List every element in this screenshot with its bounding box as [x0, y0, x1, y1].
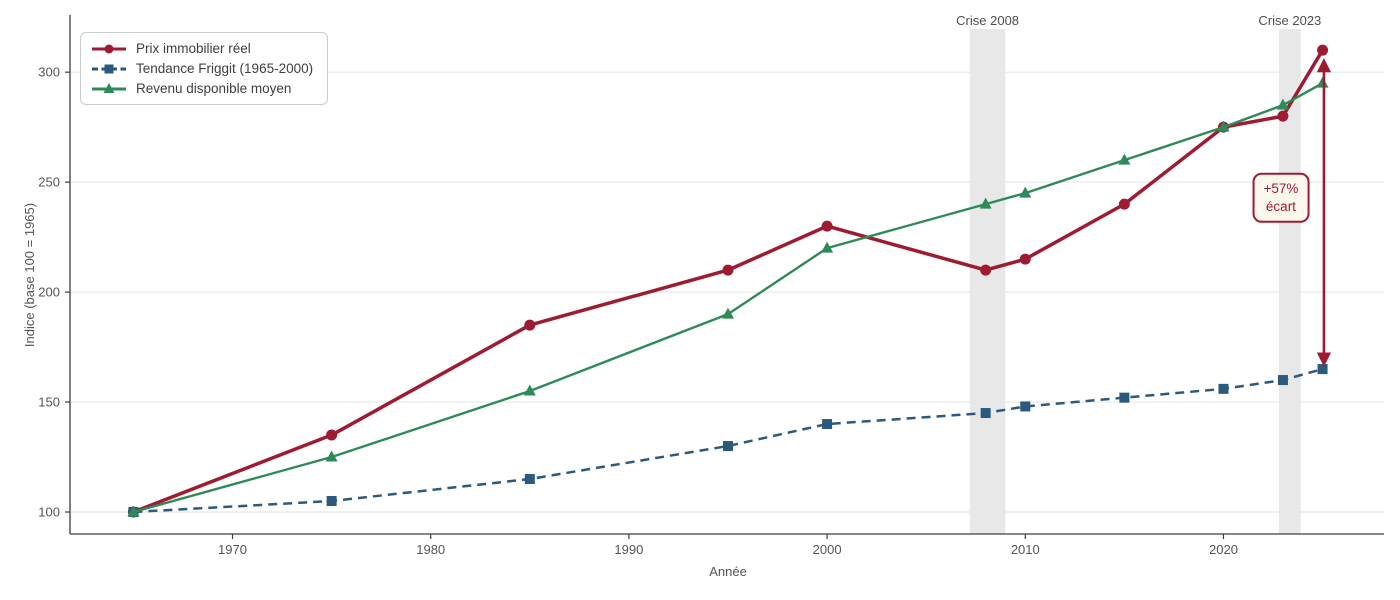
legend-label: Prix immobilier réel — [136, 41, 251, 56]
data-point-triangle — [1118, 153, 1131, 165]
data-point-triangle — [1019, 186, 1032, 198]
x-tick-label: 1970 — [218, 542, 247, 557]
crisis-2008-band-label: Crise 2008 — [956, 13, 1020, 28]
x-tick-label: 2020 — [1209, 542, 1238, 557]
legend-label: Revenu disponible moyen — [136, 81, 292, 96]
data-point-triangle — [1316, 76, 1329, 88]
data-point-triangle — [979, 197, 992, 209]
data-point-circle — [980, 264, 992, 276]
data-point-square — [1020, 401, 1031, 412]
x-axis-title: Année — [709, 564, 747, 579]
data-point-square — [722, 441, 733, 452]
legend-label: Tendance Friggit (1965-2000) — [136, 61, 314, 76]
dashed-line-square-marker-icon — [92, 64, 126, 73]
x-tick-label: 1990 — [614, 542, 643, 557]
data-point-triangle — [325, 450, 338, 462]
y-tick-label: 200 — [38, 285, 60, 300]
data-point-circle — [1277, 110, 1289, 122]
data-point-triangle — [1217, 120, 1230, 132]
series-0 — [127, 44, 1329, 518]
crisis-2023-band-label: Crise 2023 — [1258, 13, 1322, 28]
data-point-circle — [104, 44, 114, 53]
data-point-square — [104, 64, 114, 73]
data-point-circle — [1118, 198, 1130, 210]
data-point-square — [524, 474, 535, 485]
x-tick-label: 2000 — [813, 542, 842, 557]
line-triangle-marker-icon — [92, 82, 126, 93]
y-axis-title: Indice (base 100 = 1965) — [22, 202, 37, 348]
data-point-circle — [524, 319, 536, 331]
data-point-triangle — [1276, 98, 1289, 110]
data-point-triangle — [523, 384, 536, 396]
crisis-band — [969, 29, 1006, 534]
crisis-band — [1278, 29, 1301, 534]
y-tick-label: 150 — [38, 395, 60, 410]
data-point-circle — [821, 220, 833, 232]
series-line — [133, 367, 1323, 514]
legend-item-revenu-disponible: Revenu disponible moyen — [91, 81, 313, 96]
legend: Prix immobilier réel Tendance Friggit (1… — [80, 32, 329, 105]
data-point-circle — [326, 429, 338, 441]
gap-annotation: +57% écart — [1252, 172, 1310, 223]
data-point-square — [822, 419, 833, 430]
data-point-circle — [722, 264, 734, 276]
data-point-square — [326, 496, 337, 507]
x-tick-label: 2010 — [1011, 542, 1040, 557]
data-point-square — [1218, 383, 1229, 394]
data-point-triangle — [127, 505, 140, 517]
gap-annotation-word: écart — [1265, 198, 1296, 214]
data-point-square — [980, 408, 991, 419]
data-point-circle — [1317, 44, 1329, 56]
legend-item-tendance-friggit: Tendance Friggit (1965-2000) — [91, 61, 313, 76]
data-point-triangle — [821, 241, 834, 253]
data-point-triangle — [103, 82, 115, 93]
data-point-circle — [1019, 253, 1031, 265]
x-tick-label: 1980 — [416, 542, 445, 557]
gap-annotation-value: +57% — [1263, 180, 1299, 196]
data-point-triangle — [721, 307, 734, 319]
line-circle-marker-icon — [92, 44, 126, 53]
series-1 — [128, 364, 1328, 518]
legend-item-prix-immobilier: Prix immobilier réel — [91, 41, 313, 56]
y-tick-label: 100 — [38, 505, 60, 520]
data-point-square — [1119, 392, 1130, 403]
y-tick-label: 300 — [38, 65, 60, 80]
y-tick-label: 250 — [38, 175, 60, 190]
data-point-square — [1277, 375, 1288, 386]
data-point-square — [1317, 364, 1328, 375]
